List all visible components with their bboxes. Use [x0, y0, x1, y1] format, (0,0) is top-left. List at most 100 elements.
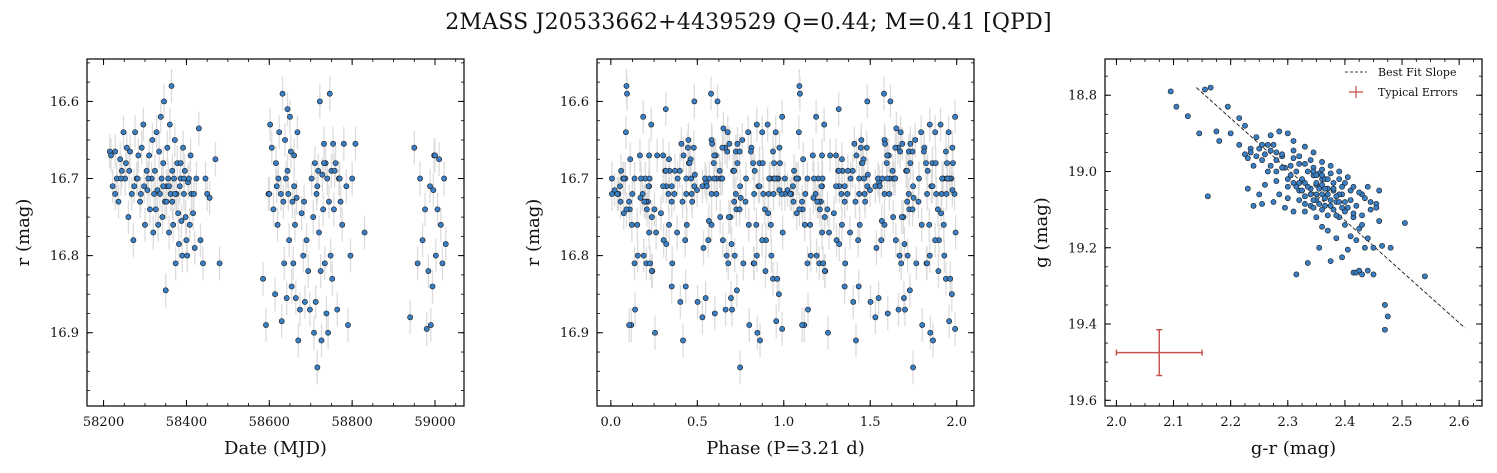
- data-point: [294, 129, 301, 136]
- data-point: [876, 183, 883, 190]
- data-point: [190, 191, 197, 197]
- data-point: [1319, 181, 1325, 188]
- data-point: [329, 275, 336, 282]
- data-point: [1307, 191, 1314, 198]
- data-point: [1267, 132, 1274, 139]
- data-point: [626, 322, 633, 328]
- data-point: [120, 129, 127, 136]
- data-point: [268, 144, 275, 151]
- data-point: [739, 137, 746, 143]
- data-point: [437, 221, 444, 228]
- data-point: [153, 129, 160, 136]
- plot-area: [1115, 84, 1466, 377]
- data-point: [137, 191, 144, 197]
- data-point: [151, 191, 158, 197]
- data-point: [916, 175, 922, 182]
- y-tick-label: 16.7: [560, 172, 589, 187]
- data-point: [278, 318, 285, 325]
- data-point: [432, 152, 438, 159]
- data-point: [1327, 170, 1334, 177]
- data-point: [1293, 183, 1300, 190]
- y-tick-label: 16.6: [560, 95, 589, 110]
- data-point: [907, 160, 914, 166]
- data-point: [157, 113, 164, 120]
- data-point: [1316, 201, 1323, 207]
- data-point: [1307, 157, 1314, 163]
- data-point: [646, 229, 652, 236]
- data-point: [417, 175, 423, 182]
- data-point: [753, 221, 760, 228]
- data-point: [660, 152, 666, 159]
- data-point: [821, 268, 828, 274]
- data-point: [286, 237, 293, 244]
- data-point: [1347, 187, 1354, 194]
- data-point: [112, 191, 119, 197]
- x-tick-label: 0.0: [600, 415, 621, 430]
- data-point: [1319, 223, 1325, 230]
- data-point: [195, 125, 202, 132]
- data-point: [640, 113, 647, 120]
- data-point: [1370, 271, 1377, 278]
- data-point: [923, 160, 929, 166]
- data-point: [175, 210, 182, 217]
- y-tick-label: 16.9: [50, 326, 79, 341]
- data-point: [665, 191, 672, 197]
- data-point: [321, 160, 327, 166]
- data-point: [686, 160, 693, 166]
- data-point: [1264, 141, 1271, 148]
- data-point: [1290, 138, 1297, 144]
- data-point: [878, 237, 885, 244]
- data-point: [135, 152, 142, 159]
- data-point: [1359, 212, 1365, 219]
- data-point: [332, 160, 339, 166]
- data-point: [844, 167, 851, 174]
- data-point: [419, 237, 426, 244]
- data-point: [1302, 201, 1308, 207]
- data-point: [316, 229, 322, 236]
- data-point: [132, 129, 138, 136]
- data-point: [945, 129, 952, 136]
- data-point: [171, 175, 177, 182]
- data-point: [611, 187, 618, 193]
- data-point: [771, 160, 777, 166]
- data-point: [1287, 162, 1294, 169]
- data-point: [759, 237, 766, 244]
- data-point: [948, 291, 955, 298]
- data-point: [118, 167, 125, 174]
- data-point: [283, 295, 290, 301]
- data-point: [1299, 187, 1305, 194]
- data-point: [864, 171, 871, 178]
- data-point: [719, 175, 726, 182]
- x-tick-label: 0.5: [687, 415, 708, 430]
- data-point: [297, 306, 303, 313]
- data-point: [324, 175, 331, 182]
- data-point: [127, 148, 133, 155]
- x-tick-label: 2.4: [1335, 415, 1356, 430]
- data-point: [632, 306, 638, 313]
- data-point: [767, 221, 774, 228]
- data-point: [620, 175, 627, 182]
- data-point: [172, 260, 179, 267]
- data-point: [807, 221, 814, 228]
- data-point: [694, 187, 700, 193]
- data-point: [645, 183, 652, 190]
- data-point: [844, 191, 851, 197]
- data-point: [714, 98, 721, 105]
- data-point: [841, 283, 848, 290]
- data-point: [641, 198, 648, 205]
- x-tick-label: 58800: [331, 415, 372, 430]
- data-point: [186, 175, 192, 182]
- data-point: [145, 175, 152, 182]
- data-point: [940, 221, 947, 228]
- data-point: [731, 167, 738, 174]
- data-point: [1356, 267, 1363, 274]
- data-point: [724, 129, 731, 136]
- data-point: [910, 364, 916, 371]
- data-point: [753, 252, 760, 259]
- data-point: [1293, 271, 1300, 278]
- data-point: [1376, 218, 1383, 224]
- data-point: [668, 283, 675, 290]
- data-point: [164, 144, 171, 151]
- data-point: [809, 152, 816, 159]
- data-point: [1284, 176, 1291, 183]
